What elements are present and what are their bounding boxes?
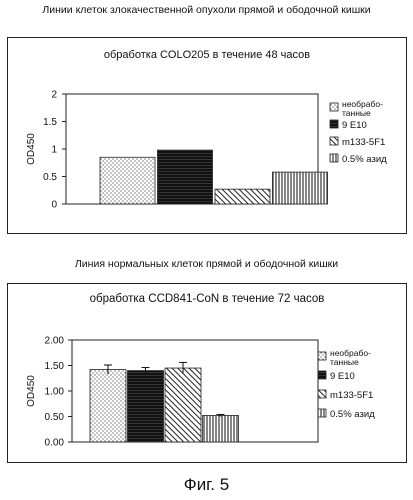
y-tick-label: 2.00 (45, 336, 65, 347)
y-tick-label: 1.50 (45, 361, 65, 372)
legend-swatch (330, 120, 338, 128)
legend-swatch (330, 154, 338, 162)
bar (273, 172, 328, 204)
legend-swatch (318, 390, 326, 398)
bar-chart-colo205: 0 0.5 1 1.5 2 OD450 необрабо-танные 9 E10 m133-5… (8, 38, 406, 233)
chart-panel-colo205: обработка COLO205 в течение 48 часов 00.… (7, 37, 407, 234)
figure-caption: Фиг. 5 (0, 475, 413, 495)
y-tick-label: 0.50 (45, 412, 65, 423)
bar (128, 371, 164, 442)
bar (158, 150, 213, 204)
legend-swatch (330, 137, 338, 145)
legend-swatch (330, 103, 338, 111)
legend-label: 9 E10 (330, 371, 355, 382)
y-tick-label: 2 (51, 90, 57, 101)
y-axis-label: OD450 (26, 375, 37, 407)
y-tick-label: 1.5 (43, 117, 57, 128)
legend-label: m133-5F1 (330, 390, 373, 401)
y-axis-label: OD450 (26, 133, 37, 165)
legend-label: 0.5% азид (330, 409, 375, 420)
legend-label: 9 E10 (342, 120, 367, 131)
legend-label: необрабо-танные (330, 348, 371, 367)
chart-heading-cancer-lines: Линии клеток злокачественной опухоли пря… (0, 4, 413, 16)
y-tick-label: 1 (51, 145, 57, 156)
y-tick-label: 0 (51, 200, 57, 211)
bar (165, 368, 201, 442)
legend-swatch (318, 352, 326, 360)
y-tick-label: 1.00 (45, 387, 65, 398)
legend-swatch (318, 371, 326, 379)
legend-label: m133-5F1 (342, 137, 385, 148)
legend-swatch (318, 409, 326, 417)
bar (203, 415, 239, 442)
y-tick-label: 0.00 (45, 438, 65, 449)
y-tick-label: 0.5 (43, 172, 57, 183)
chart-panel-ccd841: обработка CCD841-CoN в течение 72 часов … (7, 283, 407, 463)
chart-heading-normal-line: Линия нормальных клеток прямой и ободочн… (0, 258, 413, 270)
legend-label: 0.5% азид (342, 154, 387, 165)
bar-chart-ccd841: 0.00 0.50 1.00 1.50 2.00 OD450 необрабо-танные… (8, 284, 406, 462)
bar (90, 370, 126, 442)
bar (100, 157, 155, 204)
legend-label: необрабо-танные (342, 99, 383, 118)
bar (215, 189, 270, 204)
